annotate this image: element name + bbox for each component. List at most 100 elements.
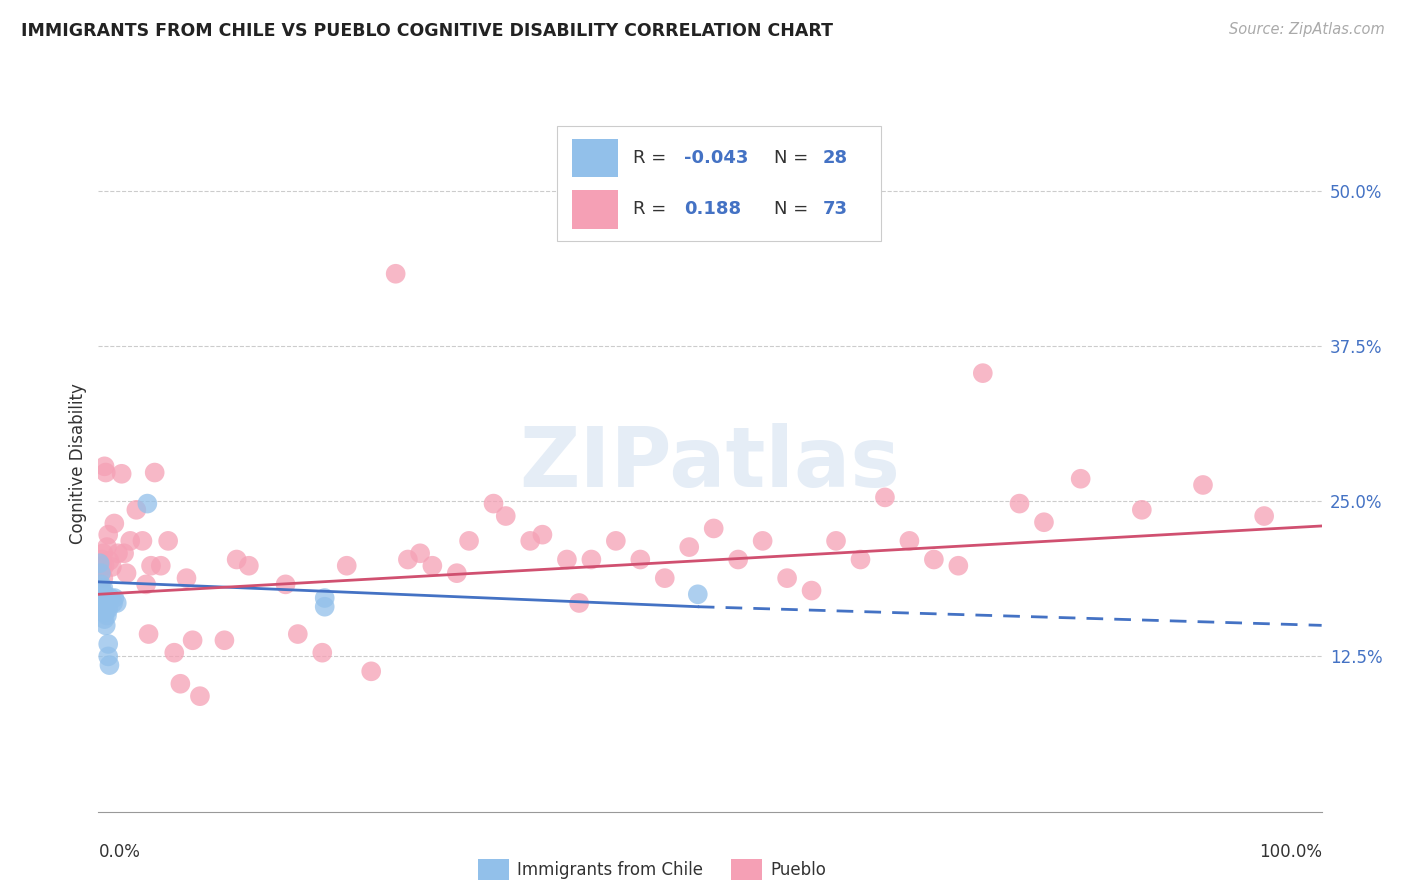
Point [115, 566, 138, 581]
Point [91, 591, 114, 605]
Text: 28: 28 [823, 149, 848, 167]
Point [91, 596, 114, 610]
Bar [572, 190, 619, 228]
Point [225, 552, 247, 566]
FancyBboxPatch shape [557, 127, 882, 241]
Point [93, 587, 115, 601]
Point [135, 577, 157, 591]
Point [96, 593, 118, 607]
Y-axis label: Cognitive Disability: Cognitive Disability [69, 384, 87, 544]
Point [143, 466, 166, 480]
Point [96, 608, 118, 623]
Point [948, 558, 970, 573]
Point [93, 558, 115, 573]
Point [274, 577, 297, 591]
Text: 73: 73 [823, 200, 848, 219]
Point [360, 665, 382, 679]
Point [89, 556, 111, 570]
Point [336, 558, 359, 573]
Text: 100.0%: 100.0% [1258, 843, 1322, 861]
Point [97, 602, 120, 616]
Point [727, 552, 749, 566]
Point [678, 540, 700, 554]
Point [91, 571, 114, 585]
Point [98, 658, 121, 673]
Point [519, 533, 541, 548]
Point [91, 552, 114, 566]
Point [287, 627, 309, 641]
Point [169, 677, 191, 691]
Point [91, 546, 114, 560]
Point [686, 587, 709, 601]
Text: R =: R = [633, 149, 672, 167]
Point [163, 646, 186, 660]
Point [800, 583, 823, 598]
Text: Pueblo: Pueblo [770, 861, 827, 879]
Point [446, 566, 468, 581]
Point [112, 546, 135, 560]
Point [922, 552, 945, 566]
Text: IMMIGRANTS FROM CHILE VS PUEBLO COGNITIVE DISABILITY CORRELATION CHART: IMMIGRANTS FROM CHILE VS PUEBLO COGNITIV… [21, 22, 834, 40]
Point [972, 366, 994, 380]
Point [94, 596, 117, 610]
Point [1192, 478, 1215, 492]
Point [311, 646, 333, 660]
Text: N =: N = [773, 200, 814, 219]
Text: ZIPatlas: ZIPatlas [520, 424, 900, 504]
Point [555, 552, 578, 566]
Point [97, 527, 120, 541]
Point [93, 612, 115, 626]
Point [91, 583, 114, 598]
Point [91, 558, 114, 573]
Point [111, 467, 134, 481]
Point [94, 466, 117, 480]
Point [93, 459, 115, 474]
Point [458, 533, 481, 548]
Text: Source: ZipAtlas.com: Source: ZipAtlas.com [1229, 22, 1385, 37]
Point [898, 533, 921, 548]
Point [495, 508, 517, 523]
Point [409, 546, 432, 560]
Point [138, 627, 160, 641]
Point [1070, 472, 1092, 486]
Point [751, 533, 773, 548]
Text: R =: R = [633, 200, 678, 219]
Point [873, 491, 896, 505]
Point [605, 533, 627, 548]
Point [90, 577, 112, 591]
Point [101, 560, 124, 574]
Point [314, 599, 336, 614]
Point [157, 533, 180, 548]
Point [1130, 503, 1153, 517]
Point [149, 558, 172, 573]
Point [120, 533, 142, 548]
Point [98, 554, 121, 568]
Point [1008, 497, 1031, 511]
Point [181, 633, 204, 648]
Point [1253, 508, 1275, 523]
Point [90, 566, 112, 581]
Point [214, 633, 236, 648]
Point [103, 516, 125, 531]
Point [97, 637, 120, 651]
Point [825, 533, 848, 548]
Point [1033, 515, 1056, 529]
Point [131, 533, 153, 548]
Text: N =: N = [773, 149, 814, 167]
Point [96, 540, 118, 554]
Point [105, 596, 128, 610]
Point [107, 546, 129, 560]
Point [101, 596, 124, 610]
Point [176, 571, 198, 585]
Text: Immigrants from Chile: Immigrants from Chile [517, 861, 703, 879]
Point [396, 552, 419, 566]
Point [94, 603, 117, 617]
Point [238, 558, 260, 573]
Point [703, 521, 725, 535]
Point [139, 558, 162, 573]
Point [103, 591, 125, 605]
Text: -0.043: -0.043 [685, 149, 749, 167]
Point [91, 590, 114, 604]
Point [482, 497, 505, 511]
Point [531, 527, 554, 541]
